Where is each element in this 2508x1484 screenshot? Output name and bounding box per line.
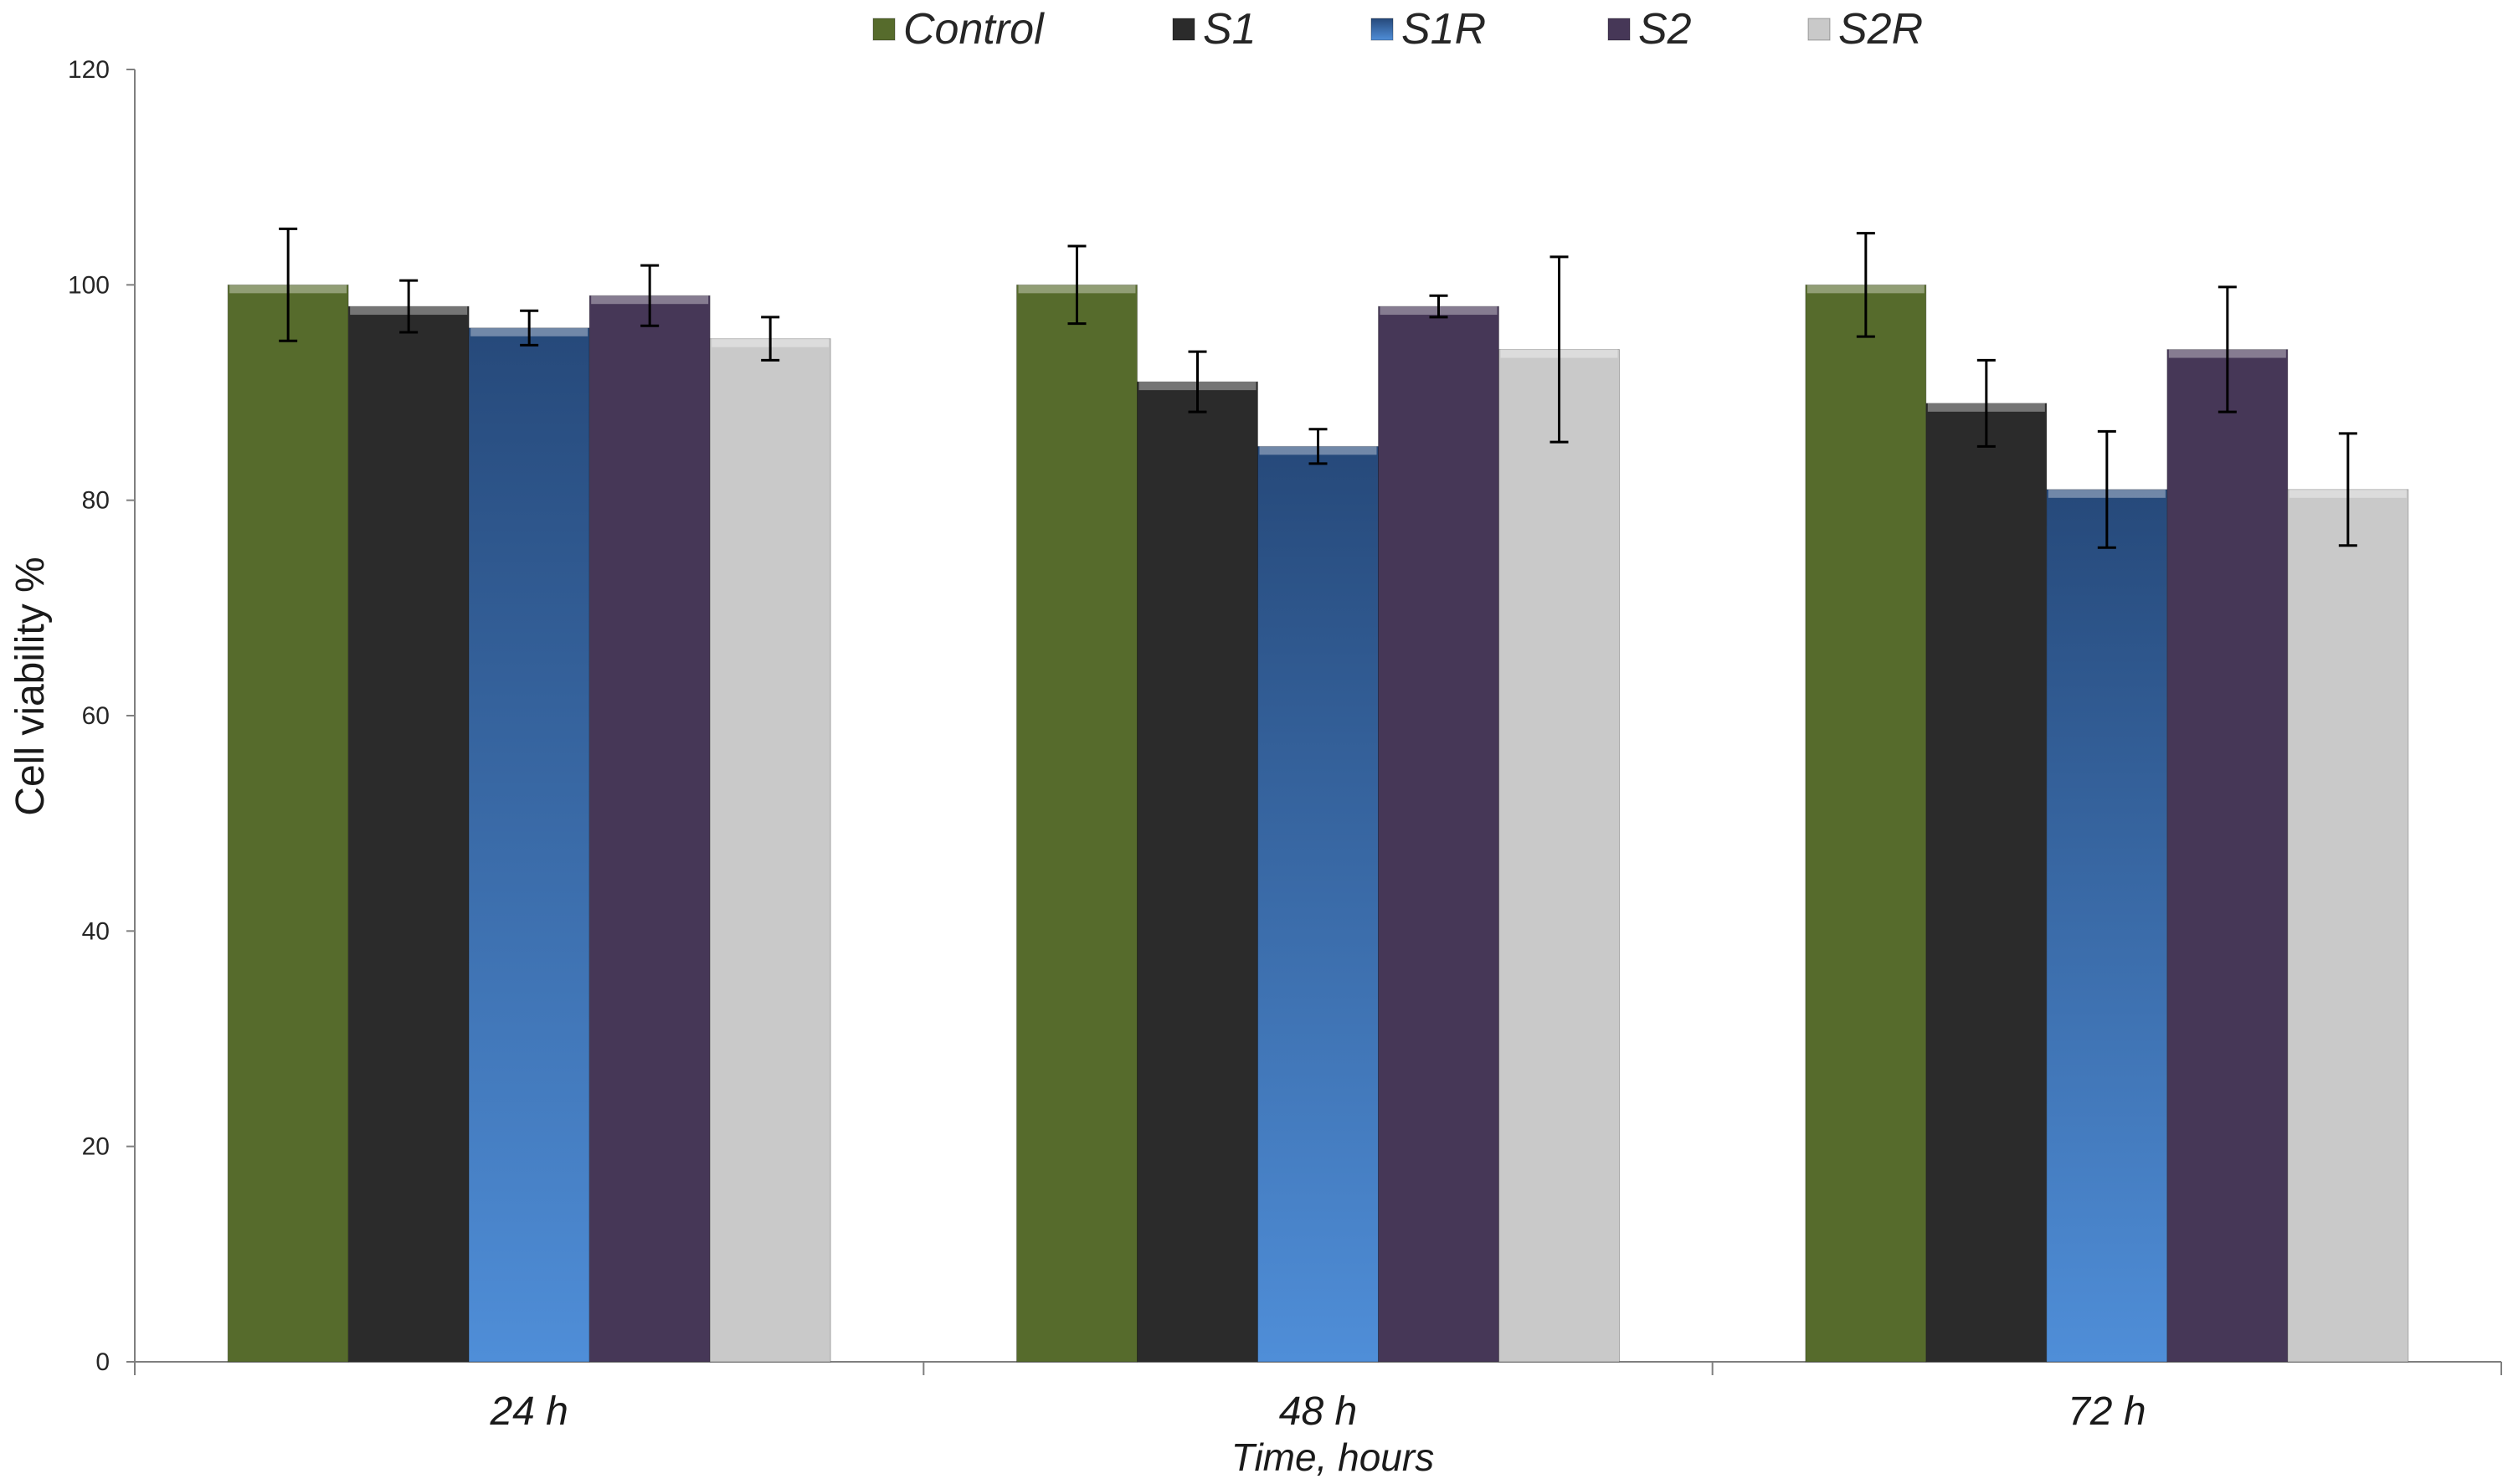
bar-s2-2 bbox=[1378, 306, 1499, 1363]
error-bar-control-3 bbox=[1856, 232, 1875, 338]
y-tick-label: 100 bbox=[68, 271, 110, 299]
error-bar-s2-2 bbox=[1429, 294, 1448, 319]
legend-item-s2r: S2R bbox=[1807, 5, 1923, 54]
y-tick-label: 120 bbox=[68, 56, 110, 84]
x-tick-label: 24 h bbox=[489, 1389, 568, 1434]
y-tick-label: 0 bbox=[95, 1348, 110, 1376]
legend-swatch bbox=[1172, 18, 1195, 41]
bar-s2-3 bbox=[2166, 349, 2289, 1363]
legend-swatch bbox=[1807, 18, 1831, 41]
legend-label: Control bbox=[903, 5, 1045, 54]
error-bar-s1-3 bbox=[1976, 358, 1996, 448]
x-tick-label: 72 h bbox=[2068, 1389, 2146, 1434]
y-tick-label: 40 bbox=[82, 917, 110, 945]
bar-s2r-1 bbox=[709, 338, 831, 1363]
legend-item-s2: S2 bbox=[1607, 5, 1692, 54]
error-bar-control-2 bbox=[1067, 244, 1087, 326]
bar-s1-3 bbox=[1925, 403, 2048, 1363]
error-bar-s2-3 bbox=[2218, 285, 2237, 413]
legend-label: S2R bbox=[1838, 5, 1923, 54]
bar-control-2 bbox=[1016, 284, 1138, 1363]
bar-s1r-1 bbox=[468, 327, 590, 1363]
error-bar-s1-2 bbox=[1188, 350, 1207, 413]
y-tick-label: 20 bbox=[82, 1133, 110, 1161]
legend-label: S2 bbox=[1638, 5, 1692, 54]
error-bar-s2r-1 bbox=[761, 316, 780, 362]
y-tick-label: 80 bbox=[82, 487, 110, 515]
legend-swatch bbox=[1370, 18, 1394, 41]
legend-item-s1: S1 bbox=[1172, 5, 1257, 54]
error-bar-s2-1 bbox=[640, 264, 660, 327]
bar-s1r-2 bbox=[1257, 445, 1379, 1363]
error-bar-s2r-3 bbox=[2338, 432, 2357, 547]
bar-control-1 bbox=[227, 284, 349, 1363]
y-axis-title: Cell viability % bbox=[8, 557, 53, 815]
error-bar-control-1 bbox=[279, 227, 298, 342]
error-bar-s2r-2 bbox=[1550, 255, 1569, 444]
bar-s2-1 bbox=[588, 295, 711, 1363]
error-bar-s1-1 bbox=[399, 279, 419, 334]
error-bar-s1r-3 bbox=[2097, 429, 2116, 549]
bar-s2r-3 bbox=[2287, 489, 2409, 1363]
bar-s2r-2 bbox=[1498, 349, 1620, 1363]
legend-item-control: Control bbox=[872, 5, 1045, 54]
bar-s1-1 bbox=[347, 306, 470, 1363]
y-tick-label: 60 bbox=[82, 702, 110, 730]
error-bar-s1r-1 bbox=[520, 309, 539, 347]
x-axis-title: Time, hours bbox=[1231, 1435, 1434, 1479]
legend-swatch bbox=[872, 18, 896, 41]
bar-control-3 bbox=[1805, 284, 1927, 1363]
legend-label: S1R bbox=[1401, 5, 1486, 54]
legend-swatch bbox=[1607, 18, 1631, 41]
bar-s1r-3 bbox=[2046, 489, 2168, 1363]
bar-s1-2 bbox=[1137, 381, 1258, 1363]
error-bar-s1r-2 bbox=[1308, 428, 1328, 465]
x-tick-label: 48 h bbox=[1279, 1389, 1357, 1434]
legend-item-s1r: S1R bbox=[1370, 5, 1486, 54]
legend-label: S1 bbox=[1203, 5, 1257, 54]
